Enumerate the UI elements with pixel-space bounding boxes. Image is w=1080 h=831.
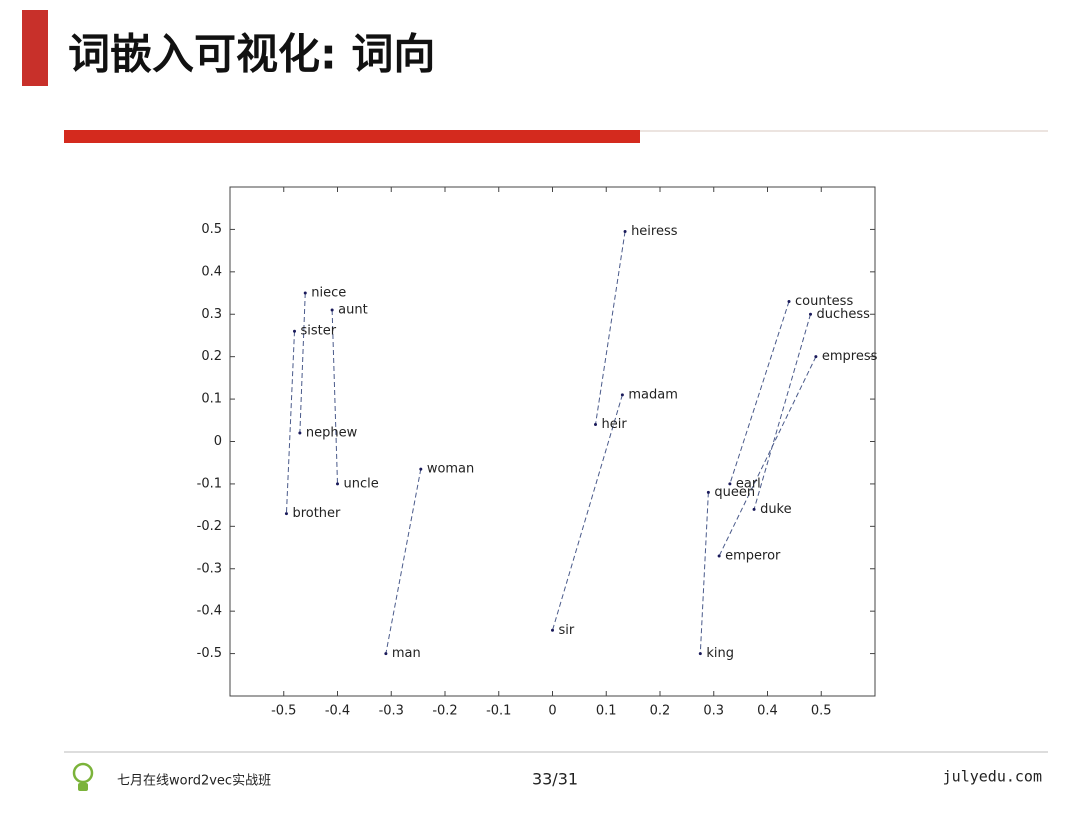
point <box>752 507 756 511</box>
x-tick-label: 0.2 <box>650 704 671 719</box>
point <box>717 554 721 558</box>
y-tick-label: -0.2 <box>197 519 222 534</box>
point-label: brother <box>292 506 341 521</box>
plot: -0.5 -0.4 -0.3 -0.2 -0.1 0 0.1 0.2 0.3 0.4 0.5 -0.5… <box>197 187 878 719</box>
point <box>419 467 423 471</box>
point <box>336 482 339 486</box>
point-label: duchess <box>817 307 871 322</box>
pair-link <box>285 331 295 514</box>
x-tick-label: 0.5 <box>811 704 832 719</box>
point-label: duke <box>760 502 792 517</box>
point-label: niece <box>311 286 346 301</box>
y-tick-label: 0.4 <box>201 264 222 279</box>
x-tick-label: 0.1 <box>596 704 617 719</box>
x-tick-label: -0.5 <box>271 704 296 719</box>
pair-link <box>331 309 338 484</box>
bulb-icon <box>72 762 94 791</box>
point-label: nephew <box>306 426 358 441</box>
point-label: emperor <box>725 549 781 564</box>
point-label: queen <box>714 485 755 500</box>
point-label: madam <box>628 387 678 402</box>
point-label: heiress <box>631 224 678 239</box>
x-tick-label: -0.1 <box>486 704 511 719</box>
plot-frame <box>229 186 876 697</box>
point <box>787 300 791 304</box>
point-label: woman <box>427 462 474 477</box>
point-label: sir <box>559 623 575 638</box>
x-tick-label: -0.3 <box>379 704 404 719</box>
point-label: empress <box>822 349 878 364</box>
point <box>620 393 624 397</box>
y-tick-label: -0.5 <box>197 646 222 661</box>
y-tick-label: 0.5 <box>201 222 222 237</box>
point <box>303 291 307 295</box>
x-tick-label: -0.2 <box>432 704 457 719</box>
point <box>814 355 818 359</box>
point <box>706 490 710 494</box>
pair-link <box>718 356 817 557</box>
point <box>594 423 597 427</box>
x-tick-label: 0 <box>548 704 556 719</box>
pair-link <box>753 314 811 510</box>
y-tick-label: 0.1 <box>201 392 222 407</box>
y-tick-label: 0.3 <box>201 307 222 322</box>
point-label: countess <box>795 294 853 309</box>
footer-page: 33/31 <box>532 770 578 789</box>
point <box>809 312 812 316</box>
y-tick-label: 0 <box>214 434 222 449</box>
pair-link <box>385 468 422 654</box>
footer-course: 七月在线word2vec实战班 <box>117 774 271 789</box>
title-rule <box>64 130 640 143</box>
y-tick-label: -0.1 <box>197 476 222 491</box>
point <box>728 482 732 486</box>
pair-link <box>299 293 306 434</box>
point-label: uncle <box>344 476 379 491</box>
title-marker <box>22 10 48 86</box>
point <box>330 308 334 312</box>
x-tick-label: -0.4 <box>325 704 350 719</box>
point-label: heir <box>602 417 628 432</box>
x-tick-label: 0.4 <box>757 704 778 719</box>
point <box>284 512 288 516</box>
point <box>551 628 554 632</box>
point-label: earl <box>736 476 761 491</box>
point-label: aunt <box>338 303 368 318</box>
slide-title: 词嵌入可视化: 词向 <box>68 30 435 79</box>
y-tick-label: 0.2 <box>201 349 222 364</box>
y-tick-label: -0.3 <box>197 561 222 576</box>
point <box>623 230 627 234</box>
point-label: sister <box>301 324 337 339</box>
pair-link <box>552 394 623 631</box>
point <box>298 431 302 435</box>
point <box>384 652 388 656</box>
x-tick-label: 0.3 <box>703 704 724 719</box>
point <box>293 329 296 333</box>
pair-link <box>595 231 626 425</box>
point <box>698 652 702 656</box>
y-tick-label: -0.4 <box>197 604 222 619</box>
point-label: king <box>706 646 734 661</box>
pair-link <box>729 301 790 485</box>
footer-site: julyedu.com <box>943 768 1042 786</box>
pair-link <box>699 492 709 654</box>
point-label: man <box>392 646 421 661</box>
